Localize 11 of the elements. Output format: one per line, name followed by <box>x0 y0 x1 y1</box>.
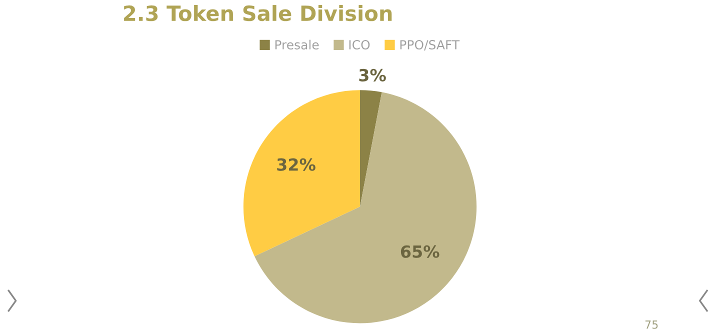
pie-slice <box>360 90 382 207</box>
text: 75 <box>645 320 658 329</box>
data-label: 3% <box>359 68 386 82</box>
legend-label: ICO <box>349 40 370 50</box>
pie-slice <box>254 92 477 324</box>
chart-title: 2.3 Token Sale Division <box>124 5 392 22</box>
pie-slice <box>243 90 360 256</box>
legend-label: Presale <box>275 40 319 50</box>
legend-label: PPO/SAFT <box>400 40 460 50</box>
data-label: 65% <box>400 245 440 258</box>
data-label: 32% <box>277 158 316 171</box>
